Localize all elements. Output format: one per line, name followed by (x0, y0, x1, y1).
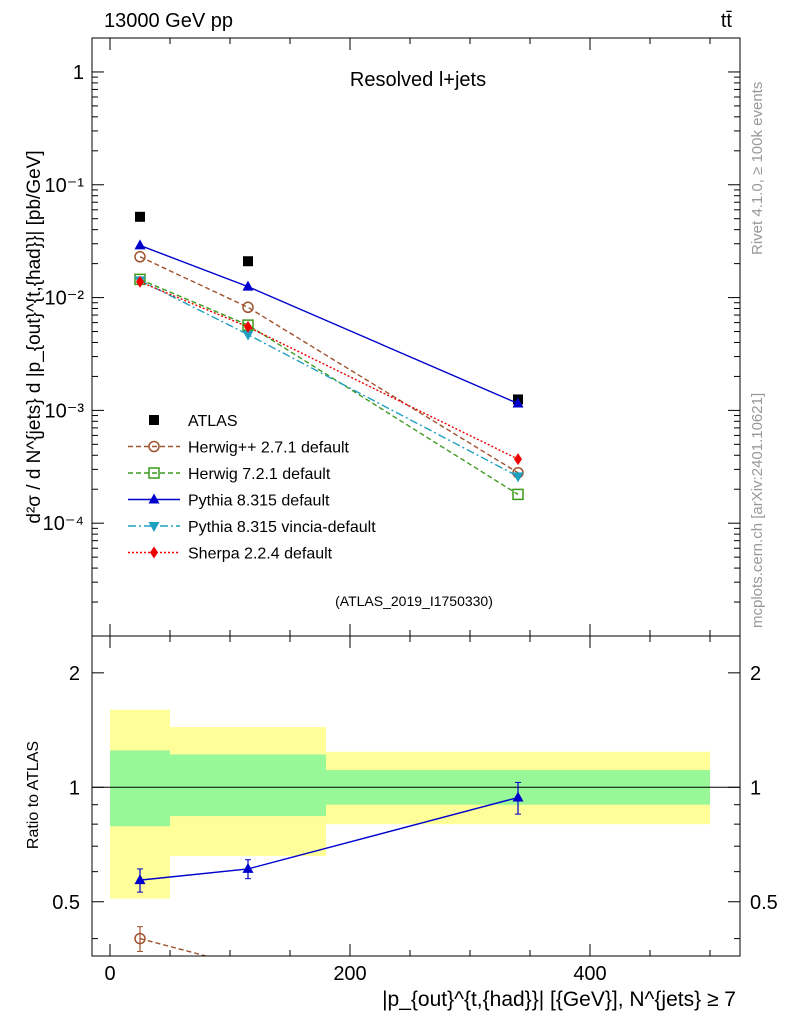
legend-entry-pythia: Pythia 8.315 default (128, 493, 330, 510)
data-point-herwigpp (134, 251, 146, 263)
main-panel: 1 10⁻¹ 10⁻² 10⁻³ 10⁻⁴ Resolved l+jets (ATLAS_2… (24, 37, 741, 637)
ratio-y-tick-label: 0.5 (52, 892, 80, 914)
ratio-series-pythia (134, 781, 524, 893)
data-point-pythia (134, 239, 146, 250)
data-point-vincia (512, 472, 524, 483)
data-point-atlas (243, 256, 253, 267)
data-point-sherpa (244, 320, 252, 333)
legend-marker-pythia (148, 493, 160, 504)
y-axis-label: d²σ / d N^{jets} d |p_{out}^{t,{had}}| [… (24, 150, 45, 523)
ratio-frame (91, 635, 741, 957)
ratio-y-tick-label: 2 (69, 663, 80, 685)
legend-label: Sherpa 2.2.4 default (188, 546, 333, 563)
legend-entry-atlas: ATLAS (149, 413, 238, 430)
data-point-herwig7 (512, 488, 524, 501)
legend: ATLAS Herwig++ 2.7.1 default Herwig 7.2.1 … (128, 413, 376, 563)
legend-label: Pythia 8.315 vincia-default (188, 519, 376, 536)
ratio-point-pythia (512, 791, 524, 802)
x-tick-label: 400 (573, 963, 606, 985)
data-point-sherpa (136, 275, 144, 288)
ratio-y-tick-label-right: 1 (750, 777, 761, 799)
data-point-vincia (242, 330, 254, 341)
series-line-herwig7 (139, 278, 519, 495)
ratio-y-tick-label-right: 0.5 (750, 892, 778, 914)
ratio-y-tick-label-right: 2 (750, 663, 761, 685)
data-point-sherpa (514, 453, 522, 466)
series-line-sherpa (139, 281, 519, 460)
ratio-panel: 0.5 0.5 1 1 2 2 0 200 400 Ratio to ATLAS |p_{out}^… (25, 635, 778, 1011)
series-sherpa (136, 275, 522, 466)
ratio-series-herwigpp (134, 926, 207, 956)
rivet-version-label: Rivet 4.1.0, ≥ 100k events (749, 82, 766, 255)
ratio-y-tick-label: 1 (69, 777, 80, 799)
analysis-watermark: (ATLAS_2019_I1750330) (335, 593, 493, 609)
legend-entry-herwig7: Herwig 7.2.1 default (128, 466, 331, 483)
legend-entry-sherpa: Sherpa 2.2.4 default (128, 546, 333, 563)
y-tick-label: 10⁻² (45, 288, 85, 310)
ratio-line-herwigpp (139, 937, 207, 956)
process-label: tt̄ (721, 10, 733, 32)
legend-marker-herwig7 (148, 467, 160, 479)
y-tick-label: 10⁻³ (45, 400, 85, 422)
legend-marker-herwigpp (148, 440, 160, 453)
ratio-y-axis-label: Ratio to ATLAS (25, 741, 42, 849)
data-point-pythia (242, 280, 254, 291)
y-tick-label: 10⁻⁴ (43, 513, 84, 535)
y-tick-label: 10⁻¹ (45, 175, 85, 197)
legend-marker-vincia (148, 522, 160, 532)
plot-title: Resolved l+jets (350, 69, 486, 91)
legend-entry-herwigpp: Herwig++ 2.7.1 default (128, 440, 350, 457)
data-point-pythia (512, 397, 524, 408)
x-tick-label: 200 (333, 963, 366, 985)
uncertainty-band-inner (110, 750, 170, 827)
ratio-point-herwigpp (134, 932, 146, 945)
data-point-herwigpp (242, 301, 254, 314)
mcplots-reference-label: mcplots.cern.ch [arXiv:2401.10621] (749, 393, 766, 628)
ratio-point-pythia (242, 862, 254, 873)
series-line-vincia (139, 279, 519, 477)
legend-entry-vincia: Pythia 8.315 vincia-default (128, 519, 376, 536)
series-pythia (134, 239, 524, 408)
y-tick-label: 1 (73, 62, 84, 84)
uncertainty-band-inner (170, 754, 326, 817)
legend-label: ATLAS (188, 413, 238, 430)
data-point-atlas (135, 211, 145, 222)
legend-label: Herwig 7.2.1 default (188, 466, 331, 483)
series-line-pythia (139, 244, 519, 405)
ratio-point-pythia (134, 874, 146, 885)
legend-label: Herwig++ 2.7.1 default (188, 440, 350, 457)
energy-label: 13000 GeV pp (104, 10, 233, 32)
x-tick-label: 0 (104, 963, 115, 985)
legend-marker-atlas (149, 415, 159, 425)
legend-label: Pythia 8.315 default (188, 493, 330, 510)
series-line-herwigpp (139, 256, 519, 474)
x-axis-label: |p_{out}^{t,{had}}| [{GeV}], N^{jets} ≥ … (382, 988, 736, 1011)
legend-marker-sherpa (150, 546, 158, 559)
